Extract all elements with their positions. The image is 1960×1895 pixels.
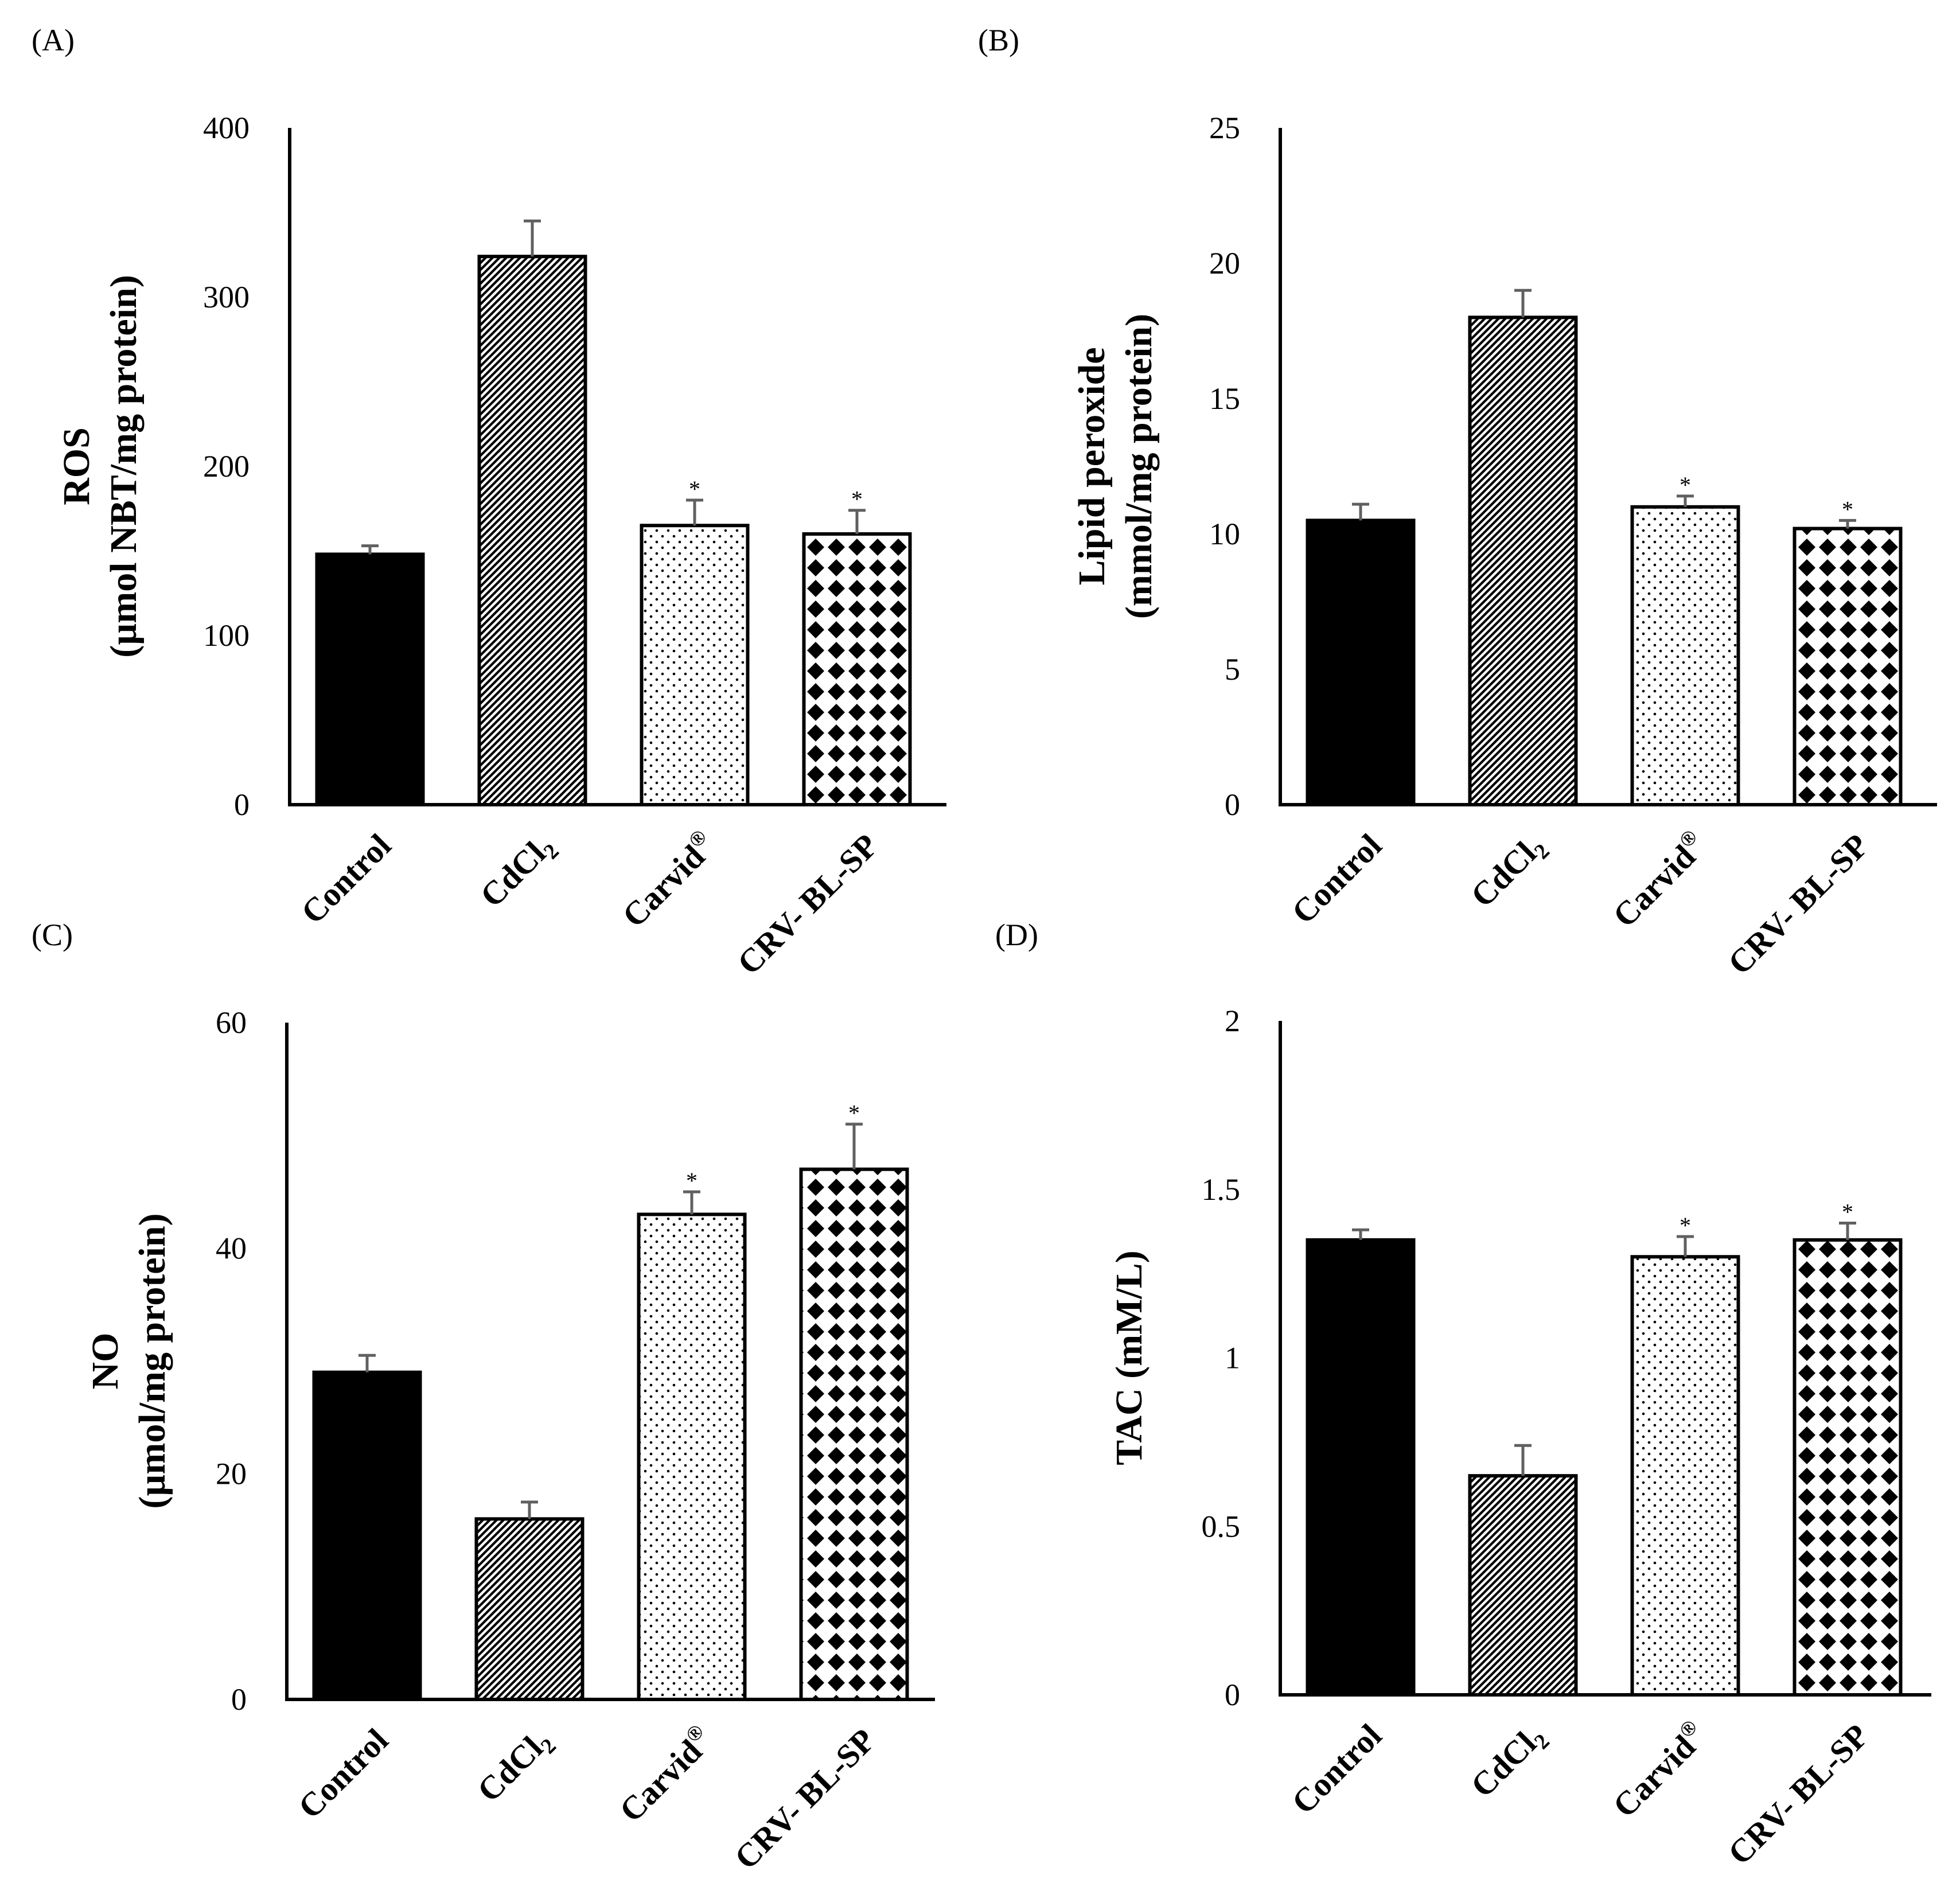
x-tick-label: CRV- BL-SP — [727, 1721, 882, 1876]
y-axis-title: ROS (µmol NBT/mg protein) — [56, 275, 145, 657]
bar — [315, 552, 425, 807]
y-tick-label: 40 — [216, 1231, 247, 1265]
y-tick-label: 0 — [234, 787, 250, 822]
panel-label: (C) — [32, 918, 73, 952]
bar — [474, 1517, 585, 1701]
bar — [1630, 505, 1740, 806]
x-tick-label: CdCl2 — [473, 826, 564, 918]
x-tick-label-text: Carvid — [1606, 1728, 1702, 1824]
significance-marker: * — [689, 476, 700, 502]
y-axis-title-line: (mmol/mg protein) — [1118, 314, 1160, 619]
x-tick-label-text: CRV- BL-SP — [1721, 1717, 1876, 1871]
x-tick-label-text: Carvid — [615, 837, 712, 934]
bar — [1468, 1474, 1578, 1697]
x-tick-label: CdCl2 — [470, 1721, 561, 1812]
x-tick-label: Control — [1284, 1717, 1389, 1821]
bar — [1630, 1255, 1740, 1697]
x-tick-label: CRV- BL-SP — [1721, 826, 1876, 981]
panel-label: (B) — [978, 23, 1019, 57]
y-tick-label: 20 — [1209, 246, 1240, 280]
x-tick-label: CRV- BL-SP — [1721, 1717, 1876, 1871]
y-tick-label: 200 — [203, 449, 250, 484]
y-axis-title-line: (µmol NBT/mg protein) — [103, 275, 145, 657]
bar — [802, 532, 912, 806]
y-tick-label: 0.5 — [1202, 1509, 1241, 1543]
y-tick-label: 10 — [1209, 517, 1240, 551]
bar — [799, 1167, 909, 1701]
panel-0: (A) 0 100 200 300 400 ROS (µmol NBT/mg protein)… — [32, 23, 946, 982]
x-tick-label: CRV- BL-SP — [730, 826, 885, 981]
y-axis-title-line: Lipid peroxide — [1071, 347, 1113, 585]
x-tick-label: Carvid® — [610, 1719, 720, 1829]
bar — [477, 255, 587, 806]
bar — [1793, 527, 1903, 806]
x-tick-label: CdCl2 — [1463, 1717, 1554, 1808]
x-tick-label: Control — [1284, 826, 1389, 931]
bar — [640, 524, 750, 806]
y-tick-label: 5 — [1225, 652, 1240, 687]
x-tick-label-text: Carvid — [612, 1732, 709, 1829]
y-tick-label: 60 — [216, 1005, 247, 1040]
x-tick-label: Control — [294, 826, 398, 931]
y-axis-title-line: NO — [84, 1333, 126, 1390]
x-tick-label-text: Control — [1284, 1717, 1389, 1821]
y-tick-label: 1 — [1225, 1341, 1240, 1375]
significance-marker: * — [1842, 1199, 1853, 1225]
significance-marker: * — [1680, 1212, 1691, 1238]
x-tick-label-text: Control — [1284, 826, 1389, 931]
y-axis-title: NO (µmol/mg protein) — [84, 1213, 173, 1508]
y-tick-label: 0 — [1225, 787, 1240, 822]
y-tick-label: 25 — [1209, 111, 1240, 145]
x-tick-label: CdCl2 — [1463, 826, 1554, 918]
x-tick-label-text: CRV- BL-SP — [730, 826, 885, 981]
y-tick-label: 400 — [203, 111, 250, 145]
x-tick-label-text: Control — [291, 1721, 395, 1826]
significance-marker: * — [1680, 472, 1691, 498]
x-tick-label-text: CRV- BL-SP — [1721, 826, 1876, 981]
panel-1: (B) 0 5 10 15 20 25 Lipid peroxide (mmol/mg prot… — [978, 23, 1937, 982]
y-tick-label: 0 — [1225, 1678, 1240, 1712]
y-tick-label: 100 — [203, 618, 250, 653]
significance-marker: * — [1842, 496, 1853, 522]
bar — [312, 1370, 422, 1702]
y-tick-label: 300 — [203, 280, 250, 314]
y-tick-label: 15 — [1209, 381, 1240, 416]
y-tick-label: 2 — [1225, 1004, 1240, 1038]
bar — [1306, 1238, 1416, 1697]
x-tick-label-text: Carvid — [1606, 837, 1702, 934]
y-tick-label: 1.5 — [1202, 1172, 1241, 1207]
y-axis-title: TAC (mM/L) — [1108, 1250, 1150, 1465]
panel-label: (D) — [995, 918, 1038, 952]
y-tick-label: 20 — [216, 1457, 247, 1491]
panel-2: (C) 0 20 40 60 NO (µmol/mg protein) Control CdCl… — [32, 918, 935, 1877]
x-tick-label-text: Control — [294, 826, 398, 931]
bar — [1468, 315, 1578, 806]
x-tick-label-text: CRV- BL-SP — [727, 1721, 882, 1876]
bar — [637, 1212, 747, 1701]
y-axis-title-line: TAC (mM/L) — [1108, 1250, 1150, 1465]
y-axis-title-line: ROS — [56, 427, 98, 505]
y-axis-title-line: (µmol/mg protein) — [131, 1213, 173, 1508]
x-tick-label: Carvid® — [1604, 825, 1713, 934]
bar — [1306, 518, 1416, 807]
panel-label: (A) — [32, 23, 75, 57]
significance-marker: * — [848, 1100, 860, 1126]
significance-marker: * — [686, 1168, 698, 1194]
y-axis-title: Lipid peroxide (mmol/mg protein) — [1071, 314, 1160, 619]
x-tick-label: Control — [291, 1721, 395, 1826]
x-tick-label: Carvid® — [1604, 1715, 1713, 1824]
bar — [1793, 1238, 1903, 1697]
y-tick-label: 0 — [231, 1682, 247, 1717]
x-tick-label: Carvid® — [613, 825, 723, 934]
panel-3: (D) 0 0.5 1 1.5 2 TAC (mM/L) Control CdCl2 * Carvi… — [995, 918, 1931, 1872]
significance-marker: * — [851, 486, 863, 512]
